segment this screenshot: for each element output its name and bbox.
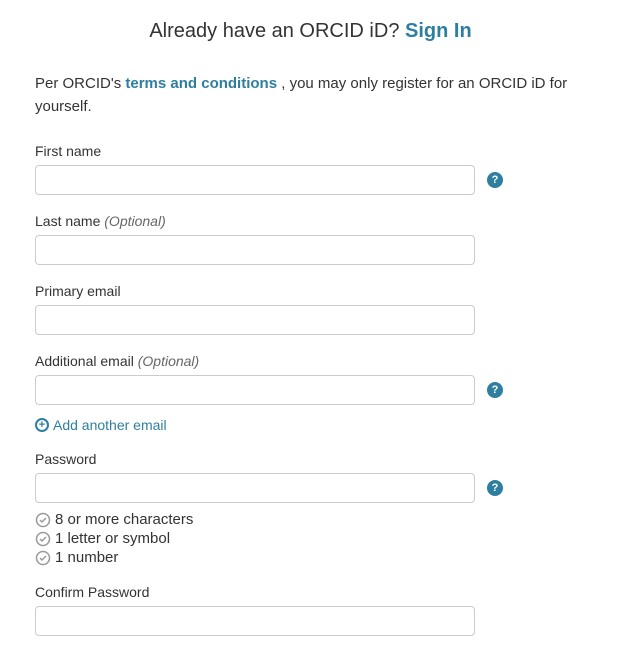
check-icon [35, 531, 51, 547]
first-name-group: First name ? [35, 143, 586, 195]
password-rules: 8 or more characters 1 letter or symbol … [35, 511, 586, 566]
help-icon[interactable]: ? [487, 480, 503, 496]
first-name-label: First name [35, 143, 586, 159]
last-name-label-text: Last name [35, 213, 104, 229]
last-name-group: Last name (Optional) [35, 213, 586, 265]
add-another-email-link[interactable]: + Add another email [35, 417, 586, 433]
additional-email-input[interactable] [35, 375, 475, 405]
additional-email-optional: (Optional) [138, 353, 199, 369]
last-name-input[interactable] [35, 235, 475, 265]
confirm-password-label: Confirm Password [35, 584, 586, 600]
password-rule: 8 or more characters [35, 511, 586, 528]
header-prefix: Already have an ORCID iD? [149, 20, 405, 42]
primary-email-label: Primary email [35, 283, 586, 299]
additional-email-label: Additional email (Optional) [35, 353, 586, 369]
add-email-text: Add another email [53, 417, 167, 433]
sign-in-link[interactable]: Sign In [405, 20, 472, 42]
intro-text: Per ORCID's terms and conditions , you m… [35, 73, 586, 118]
primary-email-input[interactable] [35, 305, 475, 335]
password-rule-text: 8 or more characters [55, 511, 193, 528]
check-icon [35, 512, 51, 528]
additional-email-group: Additional email (Optional) ? + Add anot… [35, 353, 586, 433]
password-input[interactable] [35, 473, 475, 503]
primary-email-group: Primary email [35, 283, 586, 335]
page-header: Already have an ORCID iD? Sign In [35, 20, 586, 43]
help-icon[interactable]: ? [487, 382, 503, 398]
last-name-optional: (Optional) [104, 213, 165, 229]
password-label: Password [35, 451, 586, 467]
terms-link[interactable]: terms and conditions [125, 75, 277, 92]
password-rule: 1 letter or symbol [35, 530, 586, 547]
password-group: Password ? 8 or more characters 1 letter… [35, 451, 586, 566]
plus-icon: + [35, 418, 49, 432]
additional-email-label-text: Additional email [35, 353, 138, 369]
password-rule: 1 number [35, 549, 586, 566]
last-name-label: Last name (Optional) [35, 213, 586, 229]
check-icon [35, 550, 51, 566]
help-icon[interactable]: ? [487, 172, 503, 188]
password-rule-text: 1 number [55, 549, 118, 566]
first-name-input[interactable] [35, 165, 475, 195]
intro-prefix: Per ORCID's [35, 75, 125, 92]
password-rule-text: 1 letter or symbol [55, 530, 170, 547]
confirm-password-group: Confirm Password [35, 584, 586, 636]
confirm-password-input[interactable] [35, 606, 475, 636]
